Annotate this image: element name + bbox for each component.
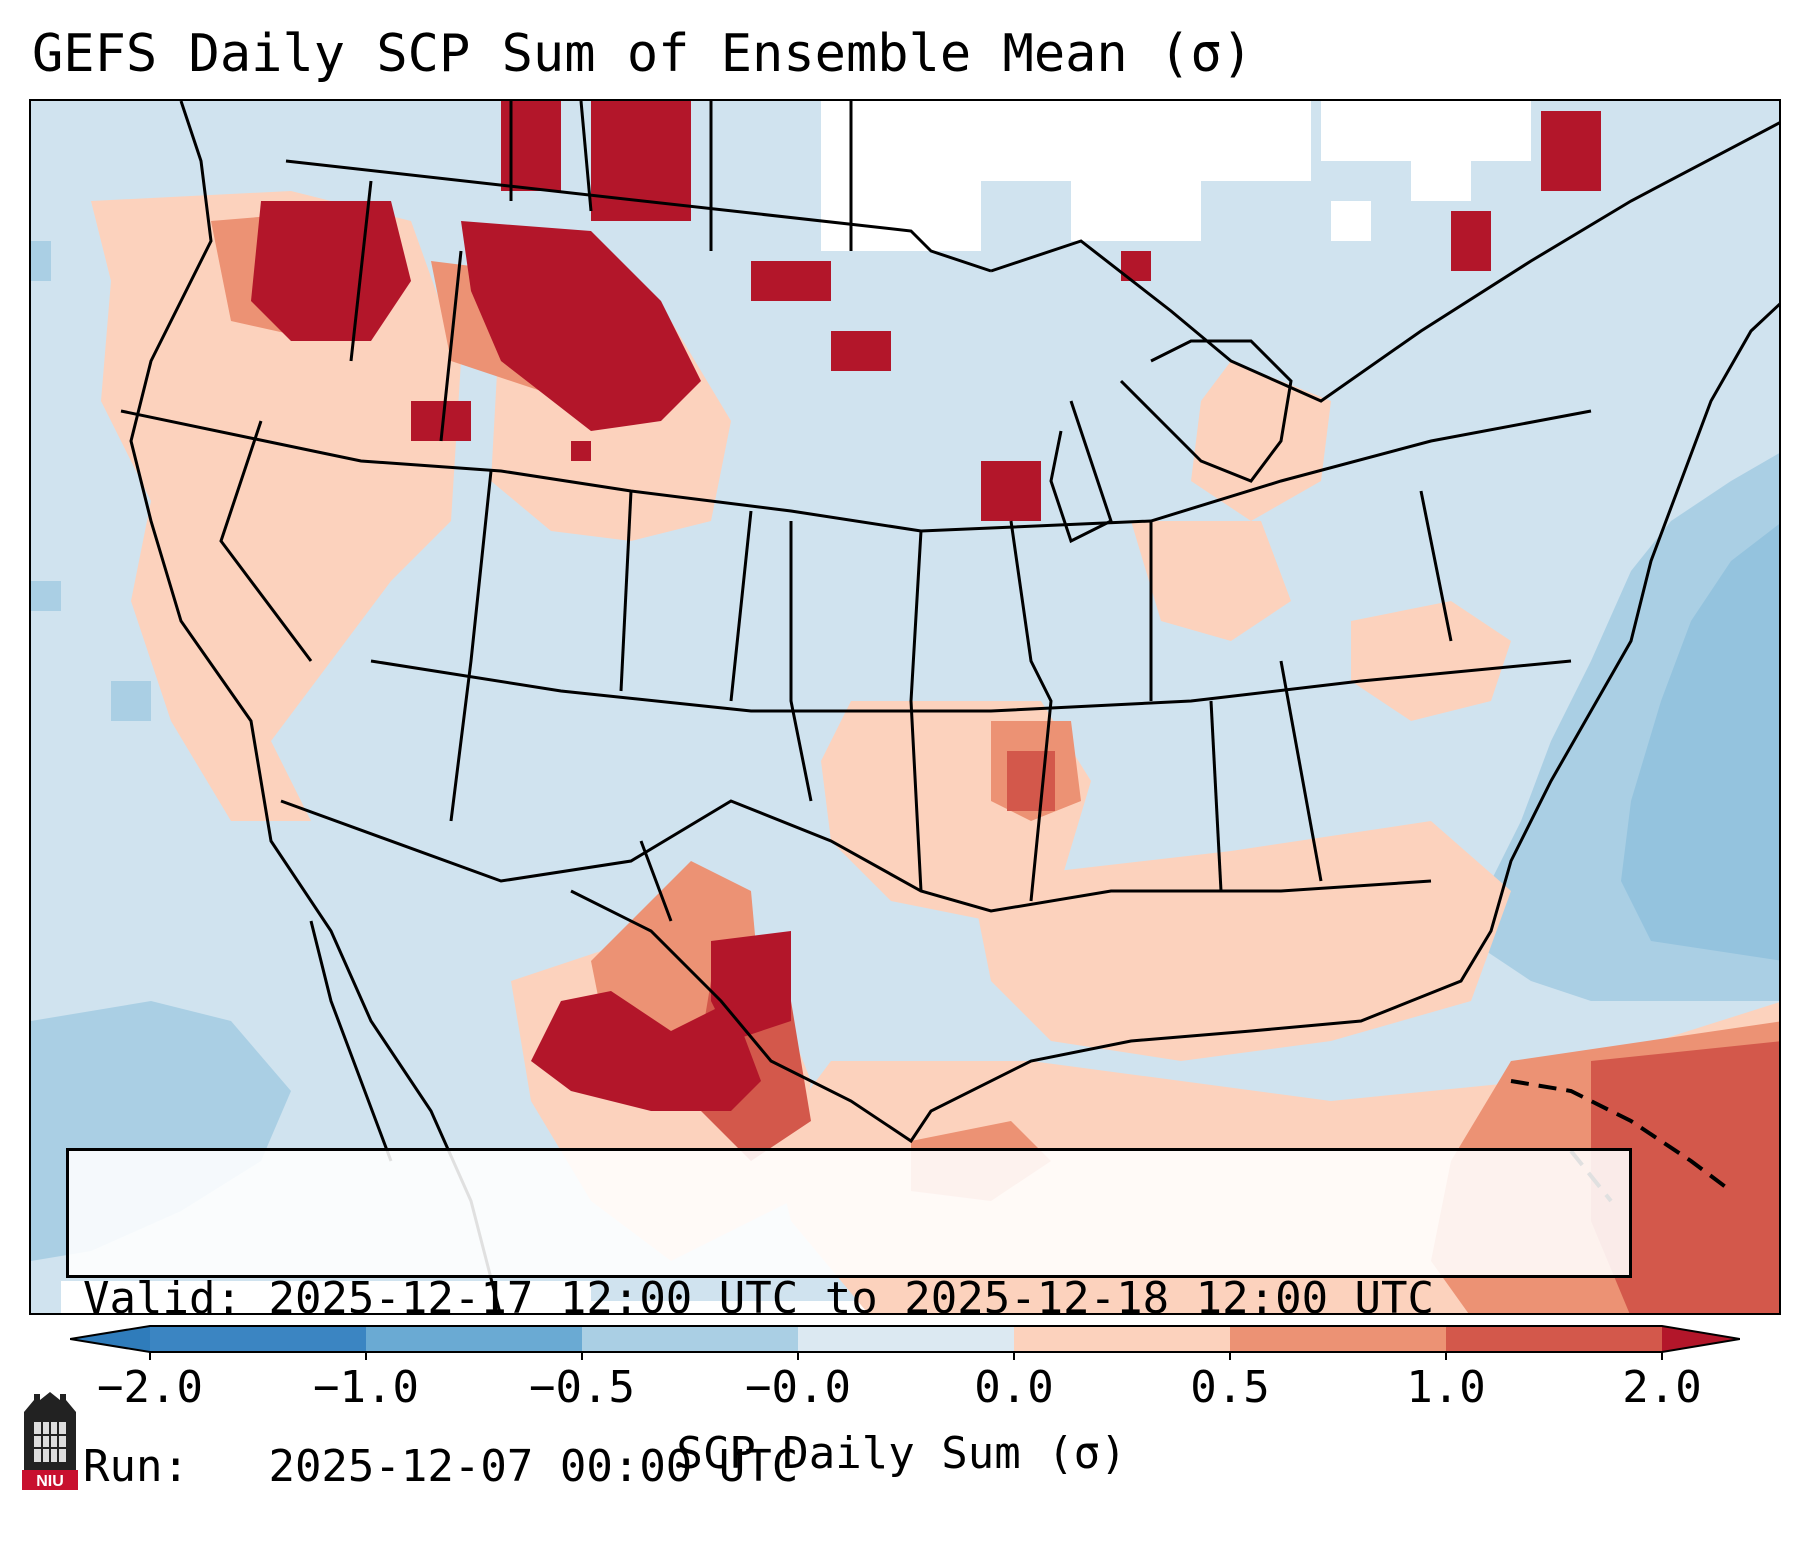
colorbar-tick-label: 0.5 [1190, 1362, 1270, 1413]
info-box: Valid: 2025-12-17 12:00 UTC to 2025-12-1… [66, 1148, 1632, 1492]
valid-value: 2025-12-17 12:00 UTC to 2025-12-18 12:00… [268, 1273, 1435, 1324]
colorbar-extend-low [70, 1326, 150, 1352]
niu-logo: NIU [22, 1392, 78, 1490]
colorbar-tick-label: −2.0 [97, 1362, 203, 1413]
colorbar-seg-3 [798, 1326, 1014, 1352]
valid-label: Valid: [83, 1273, 242, 1324]
boundaries [120, 101, 1779, 1313]
colorbar-ticks [149, 1352, 1663, 1360]
valid-row: Valid: 2025-12-17 12:00 UTC to 2025-12-1… [83, 1271, 1615, 1327]
colorbar [70, 1325, 1740, 1360]
run-value: 2025-12-07 00:00 UTC [268, 1441, 799, 1492]
colorbar-seg-0 [150, 1326, 366, 1352]
colorbar-tick-label: 1.0 [1406, 1362, 1486, 1413]
colorbar-seg-5 [1230, 1326, 1446, 1352]
colorbar-tick-label: 0.0 [974, 1362, 1054, 1413]
logo-text: NIU [36, 1473, 64, 1490]
map-canvas [31, 101, 1779, 1313]
run-label: Run: [83, 1441, 189, 1492]
map-panel [29, 99, 1781, 1315]
colorbar-tick-label: −0.5 [529, 1362, 635, 1413]
colorbar-seg-6 [1446, 1326, 1662, 1352]
colorbar-seg-4 [1014, 1326, 1230, 1352]
colorbar-extend-high [1662, 1326, 1740, 1352]
run-row: Run: 2025-12-07 00:00 UTC [83, 1439, 1615, 1495]
colorbar-label: SCP Daily Sum (σ) [676, 1428, 1127, 1479]
colorbar-seg-2 [582, 1326, 798, 1352]
colorbar-tick-label: 2.0 [1622, 1362, 1702, 1413]
colorbar-seg-1 [366, 1326, 582, 1352]
map-title: GEFS Daily SCP Sum of Ensemble Mean (σ) [32, 24, 1253, 84]
colorbar-tick-label: −0.0 [745, 1362, 851, 1413]
colorbar-tick-label: −1.0 [313, 1362, 419, 1413]
